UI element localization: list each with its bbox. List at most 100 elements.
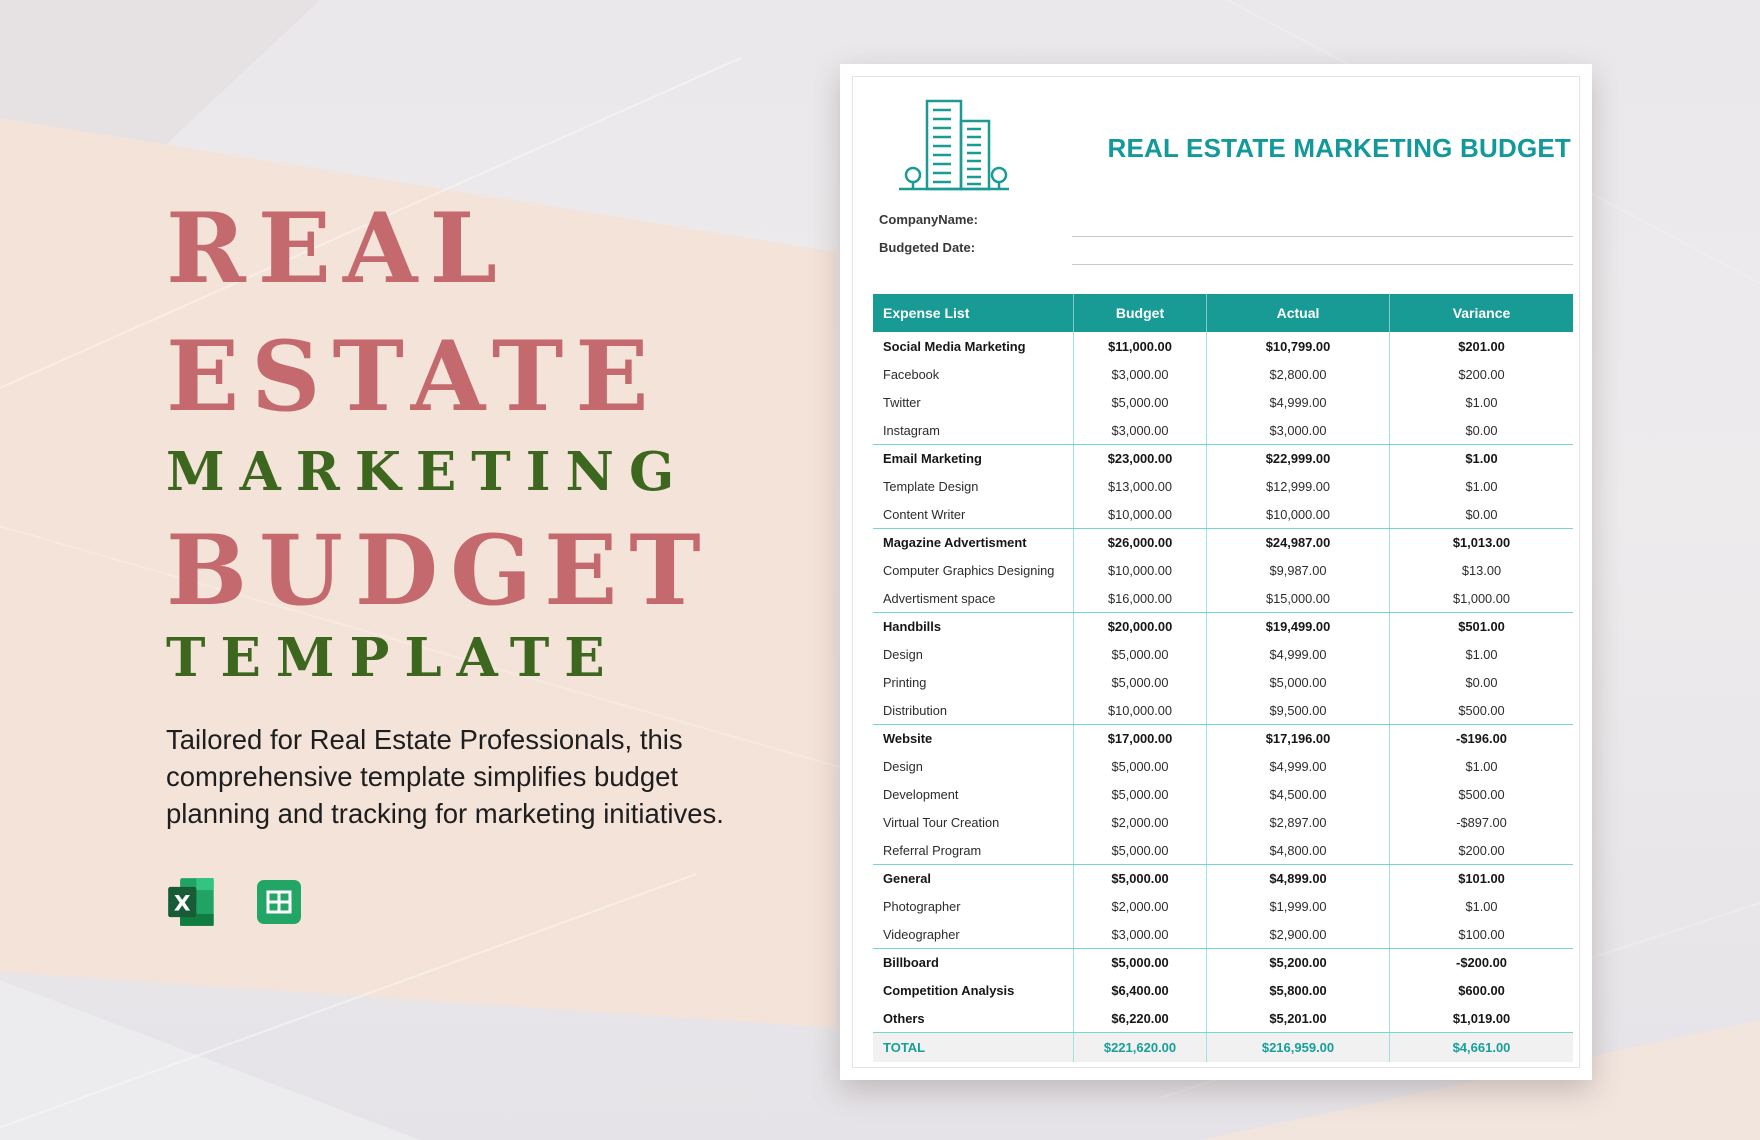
expense-row: Billboard $5,000.00 $5,200.00 -$200.00 bbox=[873, 948, 1573, 976]
expense-value: $5,000.00 bbox=[1074, 865, 1207, 892]
expense-row: Development $5,000.00 $4,500.00 $500.00 bbox=[873, 780, 1573, 808]
expense-value: $22,999.00 bbox=[1207, 445, 1390, 472]
expense-value: $20,000.00 bbox=[1074, 613, 1207, 640]
expense-value: $5,800.00 bbox=[1207, 976, 1390, 1004]
description-line: comprehensive template simplifies budget bbox=[166, 760, 679, 792]
expense-value: $2,800.00 bbox=[1207, 360, 1390, 388]
expense-value: $1,999.00 bbox=[1207, 892, 1390, 920]
template-description: Tailored for Real Estate Professionals, … bbox=[166, 722, 724, 833]
expense-label: Magazine Advertisment bbox=[873, 529, 1074, 556]
expense-value: $5,000.00 bbox=[1074, 668, 1207, 696]
expense-label: Referral Program bbox=[873, 836, 1074, 864]
expense-row: Virtual Tour Creation $2,000.00 $2,897.00 -… bbox=[873, 808, 1573, 836]
expense-value: $10,799.00 bbox=[1207, 332, 1390, 360]
expense-label: Advertisment space bbox=[873, 584, 1074, 612]
company-name-input[interactable] bbox=[1072, 236, 1573, 237]
expense-label: Facebook bbox=[873, 360, 1074, 388]
expense-label: Instagram bbox=[873, 416, 1074, 444]
expense-value: $5,000.00 bbox=[1074, 388, 1207, 416]
excel-icon[interactable]: X bbox=[166, 876, 218, 928]
expense-label: Virtual Tour Creation bbox=[873, 808, 1074, 836]
expense-value: $4,899.00 bbox=[1207, 865, 1390, 892]
total-row: TOTAL $221,620.00 $216,959.00 $4,661.00 bbox=[873, 1032, 1573, 1062]
expense-label: Handbills bbox=[873, 613, 1074, 640]
expense-row: General $5,000.00 $4,899.00 $101.00 bbox=[873, 864, 1573, 892]
expense-value: $100.00 bbox=[1458, 926, 1505, 942]
expense-label: Design bbox=[873, 752, 1074, 780]
expense-label: TOTAL bbox=[873, 1033, 1074, 1062]
expense-value: $5,000.00 bbox=[1074, 836, 1207, 864]
expense-value: $13,000.00 bbox=[1074, 472, 1207, 500]
expense-row: Printing $5,000.00 $5,000.00 $0.00 bbox=[873, 668, 1573, 696]
expense-value: $5,000.00 bbox=[1074, 949, 1207, 976]
expense-label: Website bbox=[873, 725, 1074, 752]
document-page: REAL ESTATE MARKETING BUDGET CompanyName… bbox=[852, 76, 1580, 1068]
expense-value: $11,000.00 bbox=[1074, 332, 1207, 360]
expense-label: Others bbox=[873, 1004, 1074, 1032]
expense-row: Computer Graphics Designing $10,000.00 $9,… bbox=[873, 556, 1573, 584]
expense-value: $2,897.00 bbox=[1207, 808, 1390, 836]
headline-line: TEMPLATE bbox=[166, 627, 620, 689]
expense-value: $4,800.00 bbox=[1207, 836, 1390, 864]
expense-value: $4,661.00 bbox=[1452, 1040, 1511, 1055]
expense-label: Content Writer bbox=[873, 500, 1074, 528]
expense-value: $3,000.00 bbox=[1074, 920, 1207, 948]
expense-value: $221,620.00 bbox=[1074, 1033, 1207, 1062]
header-variance: Variance bbox=[1452, 305, 1511, 321]
expense-row: Social Media Marketing $11,000.00 $10,799.… bbox=[873, 332, 1573, 360]
background-facet bbox=[0, 980, 420, 1140]
expense-value: $3,000.00 bbox=[1074, 360, 1207, 388]
expense-value: $5,000.00 bbox=[1074, 640, 1207, 668]
expense-label: Competition Analysis bbox=[873, 976, 1074, 1004]
headline-line: MARKETING bbox=[166, 441, 690, 503]
document-title: REAL ESTATE MARKETING BUDGET bbox=[1107, 133, 1571, 163]
expense-value: $200.00 bbox=[1458, 366, 1505, 382]
expense-row: Email Marketing $23,000.00 $22,999.00 $1.00 bbox=[873, 444, 1573, 472]
expense-value: $16,000.00 bbox=[1074, 584, 1207, 612]
expense-label: Videographer bbox=[873, 920, 1074, 948]
expense-value: $4,999.00 bbox=[1207, 388, 1390, 416]
expense-row: Advertisment space $16,000.00 $15,000.00 $1… bbox=[873, 584, 1573, 612]
expense-row: Twitter $5,000.00 $4,999.00 $1.00 bbox=[873, 388, 1573, 416]
expense-label: Printing bbox=[873, 668, 1074, 696]
expense-value: $5,200.00 bbox=[1207, 949, 1390, 976]
expense-row: Competition Analysis $6,400.00 $5,800.00 $6… bbox=[873, 976, 1573, 1004]
expense-row: Facebook $3,000.00 $2,800.00 $200.00 bbox=[873, 360, 1573, 388]
expense-value: $1.00 bbox=[1465, 394, 1498, 410]
document-card: REAL ESTATE MARKETING BUDGET CompanyName… bbox=[840, 64, 1592, 1080]
expense-value: $1.00 bbox=[1465, 758, 1498, 774]
expense-value: $1.00 bbox=[1465, 451, 1498, 466]
expense-value: $5,000.00 bbox=[1074, 752, 1207, 780]
headline-line: ESTATE bbox=[166, 320, 661, 433]
expense-value: $17,196.00 bbox=[1207, 725, 1390, 752]
expense-value: -$200.00 bbox=[1456, 955, 1507, 970]
expense-value: $6,400.00 bbox=[1074, 976, 1207, 1004]
expense-value: $5,000.00 bbox=[1074, 780, 1207, 808]
expense-value: -$897.00 bbox=[1456, 814, 1507, 830]
description-line: planning and tracking for marketing init… bbox=[166, 797, 724, 829]
expense-value: $19,499.00 bbox=[1207, 613, 1390, 640]
expense-label: Design bbox=[873, 640, 1074, 668]
google-sheets-icon[interactable] bbox=[256, 879, 302, 925]
expense-value: $600.00 bbox=[1458, 982, 1505, 998]
expense-value: $26,000.00 bbox=[1074, 529, 1207, 556]
expense-value: $4,999.00 bbox=[1207, 752, 1390, 780]
expense-row: Distribution $10,000.00 $9,500.00 $500.00 bbox=[873, 696, 1573, 724]
expense-value: $1.00 bbox=[1465, 478, 1498, 494]
expense-table-body: Social Media Marketing $11,000.00 $10,799.… bbox=[873, 332, 1573, 1062]
expense-value: $24,987.00 bbox=[1207, 529, 1390, 556]
expense-value: $17,000.00 bbox=[1074, 725, 1207, 752]
expense-label: Twitter bbox=[873, 388, 1074, 416]
expense-row: Referral Program $5,000.00 $4,800.00 $200.0… bbox=[873, 836, 1573, 864]
expense-value: $0.00 bbox=[1465, 674, 1498, 690]
budgeted-date-input[interactable] bbox=[1072, 264, 1573, 265]
expense-value: $500.00 bbox=[1458, 786, 1505, 802]
budgeted-date-label: Budgeted Date: bbox=[879, 240, 976, 255]
expense-value: $1,019.00 bbox=[1452, 1010, 1511, 1026]
expense-value: $6,220.00 bbox=[1074, 1004, 1207, 1032]
expense-value: $15,000.00 bbox=[1207, 584, 1390, 612]
expense-value: $2,000.00 bbox=[1074, 808, 1207, 836]
expense-value: $216,959.00 bbox=[1207, 1033, 1390, 1062]
expense-value: $101.00 bbox=[1458, 871, 1505, 886]
